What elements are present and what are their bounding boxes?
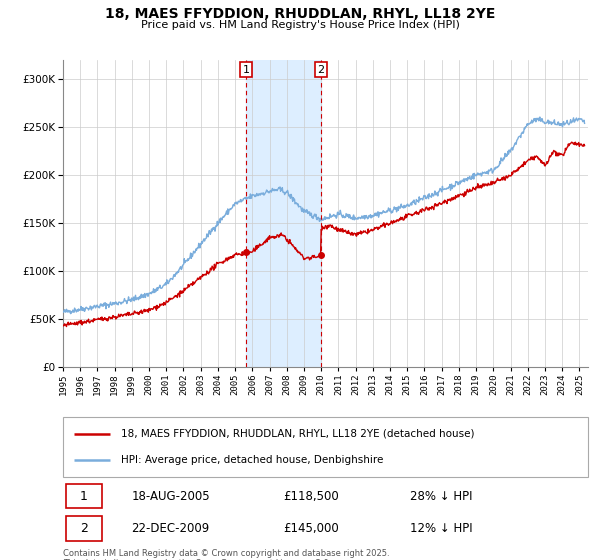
- Text: 1: 1: [80, 489, 88, 503]
- Text: HPI: Average price, detached house, Denbighshire: HPI: Average price, detached house, Denb…: [121, 455, 383, 465]
- Bar: [246, 60, 321, 367]
- Text: 12% ↓ HPI: 12% ↓ HPI: [409, 522, 472, 535]
- Text: Price paid vs. HM Land Registry's House Price Index (HPI): Price paid vs. HM Land Registry's House …: [140, 20, 460, 30]
- FancyBboxPatch shape: [65, 484, 103, 508]
- FancyBboxPatch shape: [63, 417, 588, 477]
- Text: 2: 2: [80, 522, 88, 535]
- Text: 1: 1: [242, 64, 250, 74]
- Text: 18, MAES FFYDDION, RHUDDLAN, RHYL, LL18 2YE: 18, MAES FFYDDION, RHUDDLAN, RHYL, LL18 …: [105, 7, 495, 21]
- Text: 28% ↓ HPI: 28% ↓ HPI: [409, 489, 472, 503]
- Text: Contains HM Land Registry data © Crown copyright and database right 2025.
This d: Contains HM Land Registry data © Crown c…: [63, 549, 389, 560]
- Text: £145,000: £145,000: [284, 522, 339, 535]
- Text: 2: 2: [317, 64, 325, 74]
- Text: 22-DEC-2009: 22-DEC-2009: [131, 522, 209, 535]
- FancyBboxPatch shape: [65, 516, 103, 541]
- Text: £118,500: £118,500: [284, 489, 339, 503]
- Text: 18, MAES FFYDDION, RHUDDLAN, RHYL, LL18 2YE (detached house): 18, MAES FFYDDION, RHUDDLAN, RHYL, LL18 …: [121, 428, 474, 438]
- Text: 18-AUG-2005: 18-AUG-2005: [131, 489, 210, 503]
